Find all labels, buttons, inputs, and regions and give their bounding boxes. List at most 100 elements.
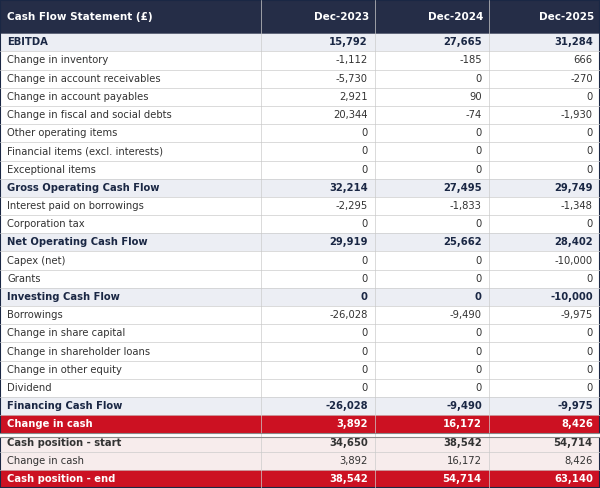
Bar — [0, 288, 261, 306]
Bar — [261, 179, 375, 197]
Bar — [375, 0, 489, 33]
Text: Borrowings: Borrowings — [7, 310, 63, 320]
Bar — [0, 215, 261, 233]
Bar — [375, 142, 489, 161]
Text: 0: 0 — [362, 346, 368, 357]
Bar — [261, 361, 375, 379]
Bar — [489, 470, 600, 488]
Bar — [261, 233, 375, 251]
Bar — [0, 51, 261, 70]
Text: 16,172: 16,172 — [447, 456, 482, 466]
Bar — [489, 379, 600, 397]
Text: 27,665: 27,665 — [443, 37, 482, 47]
Bar — [0, 251, 261, 270]
Bar — [489, 215, 600, 233]
Text: Change in other equity: Change in other equity — [7, 365, 122, 375]
Text: 15,792: 15,792 — [329, 37, 368, 47]
Text: -2,295: -2,295 — [335, 201, 368, 211]
Bar — [261, 470, 375, 488]
Text: 0: 0 — [476, 219, 482, 229]
Text: Other operating items: Other operating items — [7, 128, 118, 138]
Bar — [0, 179, 261, 197]
Text: 0: 0 — [475, 292, 482, 302]
Text: 0: 0 — [362, 256, 368, 265]
Bar — [0, 142, 261, 161]
Text: 666: 666 — [574, 56, 593, 65]
Bar — [0, 88, 261, 106]
Text: Change in inventory: Change in inventory — [7, 56, 109, 65]
Text: Change in shareholder loans: Change in shareholder loans — [7, 346, 151, 357]
Bar — [375, 161, 489, 179]
Text: 90: 90 — [469, 92, 482, 102]
Bar — [375, 361, 489, 379]
Bar — [489, 142, 600, 161]
Bar — [0, 397, 261, 415]
Bar — [489, 270, 600, 288]
Bar — [261, 433, 375, 451]
Bar — [375, 70, 489, 88]
Text: 0: 0 — [476, 146, 482, 157]
Text: 38,542: 38,542 — [329, 474, 368, 484]
Bar — [375, 51, 489, 70]
Text: 27,495: 27,495 — [443, 183, 482, 193]
Bar — [261, 343, 375, 361]
Bar — [261, 51, 375, 70]
Bar — [489, 33, 600, 51]
Text: 38,542: 38,542 — [443, 438, 482, 447]
Text: 0: 0 — [476, 164, 482, 175]
Bar — [0, 415, 261, 433]
Bar — [489, 233, 600, 251]
Bar — [489, 324, 600, 343]
Bar — [261, 124, 375, 142]
Text: 0: 0 — [587, 128, 593, 138]
Text: -9,490: -9,490 — [446, 401, 482, 411]
Text: 16,172: 16,172 — [443, 419, 482, 429]
Bar — [261, 306, 375, 324]
Bar — [489, 343, 600, 361]
Bar — [261, 161, 375, 179]
Text: Gross Operating Cash Flow: Gross Operating Cash Flow — [7, 183, 160, 193]
Bar — [489, 179, 600, 197]
Text: -74: -74 — [466, 110, 482, 120]
Bar — [375, 306, 489, 324]
Text: -9,975: -9,975 — [557, 401, 593, 411]
Bar — [261, 251, 375, 270]
Text: 0: 0 — [476, 328, 482, 338]
Bar — [375, 343, 489, 361]
Bar — [261, 397, 375, 415]
Bar — [375, 470, 489, 488]
Bar — [375, 415, 489, 433]
Text: Grants: Grants — [7, 274, 41, 284]
Bar — [261, 70, 375, 88]
Bar — [375, 251, 489, 270]
Bar — [0, 161, 261, 179]
Text: 0: 0 — [587, 274, 593, 284]
Bar — [489, 70, 600, 88]
Text: Dividend: Dividend — [7, 383, 52, 393]
Bar — [375, 324, 489, 343]
Text: -9,975: -9,975 — [560, 310, 593, 320]
Text: 0: 0 — [476, 383, 482, 393]
Bar — [0, 433, 261, 451]
Bar — [261, 142, 375, 161]
Text: 20,344: 20,344 — [334, 110, 368, 120]
Text: Dec-2024: Dec-2024 — [428, 12, 483, 21]
Bar — [261, 288, 375, 306]
Bar — [489, 161, 600, 179]
Bar — [375, 433, 489, 451]
Bar — [0, 0, 261, 33]
Bar — [0, 433, 600, 437]
Text: 29,919: 29,919 — [329, 237, 368, 247]
Text: 0: 0 — [476, 128, 482, 138]
Text: Interest paid on borrowings: Interest paid on borrowings — [7, 201, 144, 211]
Bar — [0, 470, 261, 488]
Bar — [261, 215, 375, 233]
Bar — [375, 233, 489, 251]
Text: -26,028: -26,028 — [329, 310, 368, 320]
Bar — [489, 306, 600, 324]
Text: 0: 0 — [476, 365, 482, 375]
Bar — [375, 288, 489, 306]
Text: -1,833: -1,833 — [450, 201, 482, 211]
Text: Change in account receivables: Change in account receivables — [7, 74, 161, 83]
Bar — [375, 88, 489, 106]
